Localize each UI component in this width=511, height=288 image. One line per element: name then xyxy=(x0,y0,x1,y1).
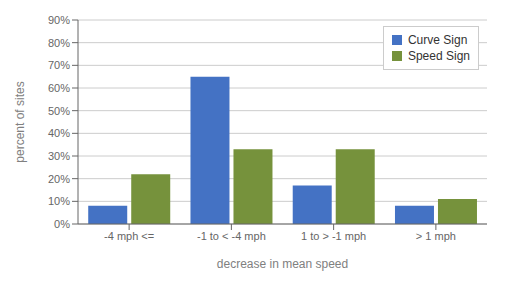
svg-text:80%: 80% xyxy=(48,37,70,49)
html-text:Curve Sign: Curve Sign xyxy=(407,33,468,47)
svg-text:60%: 60% xyxy=(48,82,70,94)
svg-text:30%: 30% xyxy=(48,150,70,162)
svg-text:0%: 0% xyxy=(54,218,70,230)
svg-text:40%: 40% xyxy=(48,127,70,139)
svg-text:90%: 90% xyxy=(48,14,70,26)
svg-text:-1 to < -4 mph: -1 to < -4 mph xyxy=(197,230,266,242)
svg-text:-4 mph <=: -4 mph <= xyxy=(104,230,154,242)
svg-text:1 to > -1 mph: 1 to > -1 mph xyxy=(301,230,366,242)
svg-text:70%: 70% xyxy=(48,59,70,71)
svg-text:50%: 50% xyxy=(48,105,70,117)
svg-text:20%: 20% xyxy=(48,173,70,185)
svg-text:percent of sites: percent of sites xyxy=(13,81,27,162)
svg-text:decrease in mean speed: decrease in mean speed xyxy=(217,257,348,271)
svg-text:10%: 10% xyxy=(48,195,70,207)
svg-text:> 1 mph: > 1 mph xyxy=(416,230,456,242)
html-text:Speed Sign: Speed Sign xyxy=(407,49,470,63)
